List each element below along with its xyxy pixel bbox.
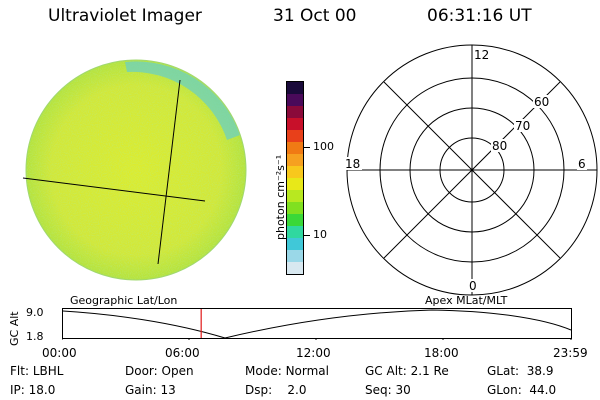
latitude-line [22, 177, 206, 202]
altitude-timeline [62, 308, 572, 340]
colorbar-segment-11 [287, 214, 303, 226]
status-gc-alt: GC Alt: 2.1 Re [365, 364, 449, 378]
timeline-left-label: Geographic Lat/Lon [70, 294, 178, 307]
status-door: Door: Open [125, 364, 194, 378]
colorbar-segment-15 [287, 262, 303, 274]
colorbar-segment-2 [287, 106, 303, 118]
colorbar-segment-12 [287, 226, 303, 238]
status-mode: Mode: Normal [245, 364, 329, 378]
status-ip: IP: 18.0 [10, 383, 56, 397]
date-label: 31 Oct 00 [273, 6, 357, 26]
polar-ring-label-80: 80 [492, 139, 507, 153]
timeline-right-label: Apex MLat/MLT [425, 294, 508, 307]
xtick-3: 18:00 [424, 346, 459, 360]
xtick-1: 06:00 [165, 346, 200, 360]
colorbar-segment-3 [287, 118, 303, 130]
colorbar-segment-14 [287, 250, 303, 262]
colorbar-segment-10 [287, 202, 303, 214]
status-dsp: Dsp: 2.0 [245, 383, 307, 397]
altitude-curve [62, 309, 572, 339]
colorbar-segment-4 [287, 130, 303, 142]
xtick-2: 12:00 [296, 346, 331, 360]
status-flt: Flt: LBHL [10, 364, 64, 378]
colorbar-label: photon cm⁻²s⁻¹ [274, 154, 287, 240]
time-label: 06:31:16 UT [427, 6, 532, 26]
app-title: Ultraviolet Imager [48, 6, 202, 26]
status-glat: GLat: 38.9 [487, 364, 554, 378]
meridian-line [157, 79, 181, 265]
colorbar-segment-8 [287, 178, 303, 190]
polar-label-right: 6 [578, 157, 586, 171]
timeline-ylabel: GC Alt [8, 311, 21, 346]
limb-glow [125, 61, 240, 140]
colorbar-segment-0 [287, 82, 303, 94]
xtick-0: 00:00 [42, 346, 77, 360]
timeline-ymax: 9.0 [26, 306, 44, 319]
colorbar-tick-100: 100 [313, 140, 334, 153]
status-gain: Gain: 13 [125, 383, 176, 397]
polar-label-left: 18 [345, 157, 360, 171]
colorbar [286, 81, 304, 275]
colorbar-segment-5 [287, 142, 303, 154]
polar-label-top: 12 [474, 48, 489, 62]
colorbar-segment-9 [287, 190, 303, 202]
polar-plot: 12 18 6 0 60 70 80 [344, 44, 598, 296]
colorbar-segment-1 [287, 94, 303, 106]
colorbar-tick-10: 10 [313, 228, 327, 241]
polar-ring-label-60: 60 [534, 95, 549, 109]
colorbar-segment-7 [287, 166, 303, 178]
polar-diagonal-2 [383, 81, 561, 259]
polar-ring-label-70: 70 [515, 119, 530, 133]
status-glon: GLon: 44.0 [487, 383, 557, 397]
status-seq: Seq: 30 [365, 383, 411, 397]
colorbar-segment-13 [287, 238, 303, 250]
colorbar-segment-6 [287, 154, 303, 166]
xtick-4: 23:59 [553, 346, 588, 360]
earth-image [22, 59, 247, 281]
polar-label-bottom: 0 [469, 279, 477, 293]
timeline-ymin: 1.8 [26, 330, 44, 343]
